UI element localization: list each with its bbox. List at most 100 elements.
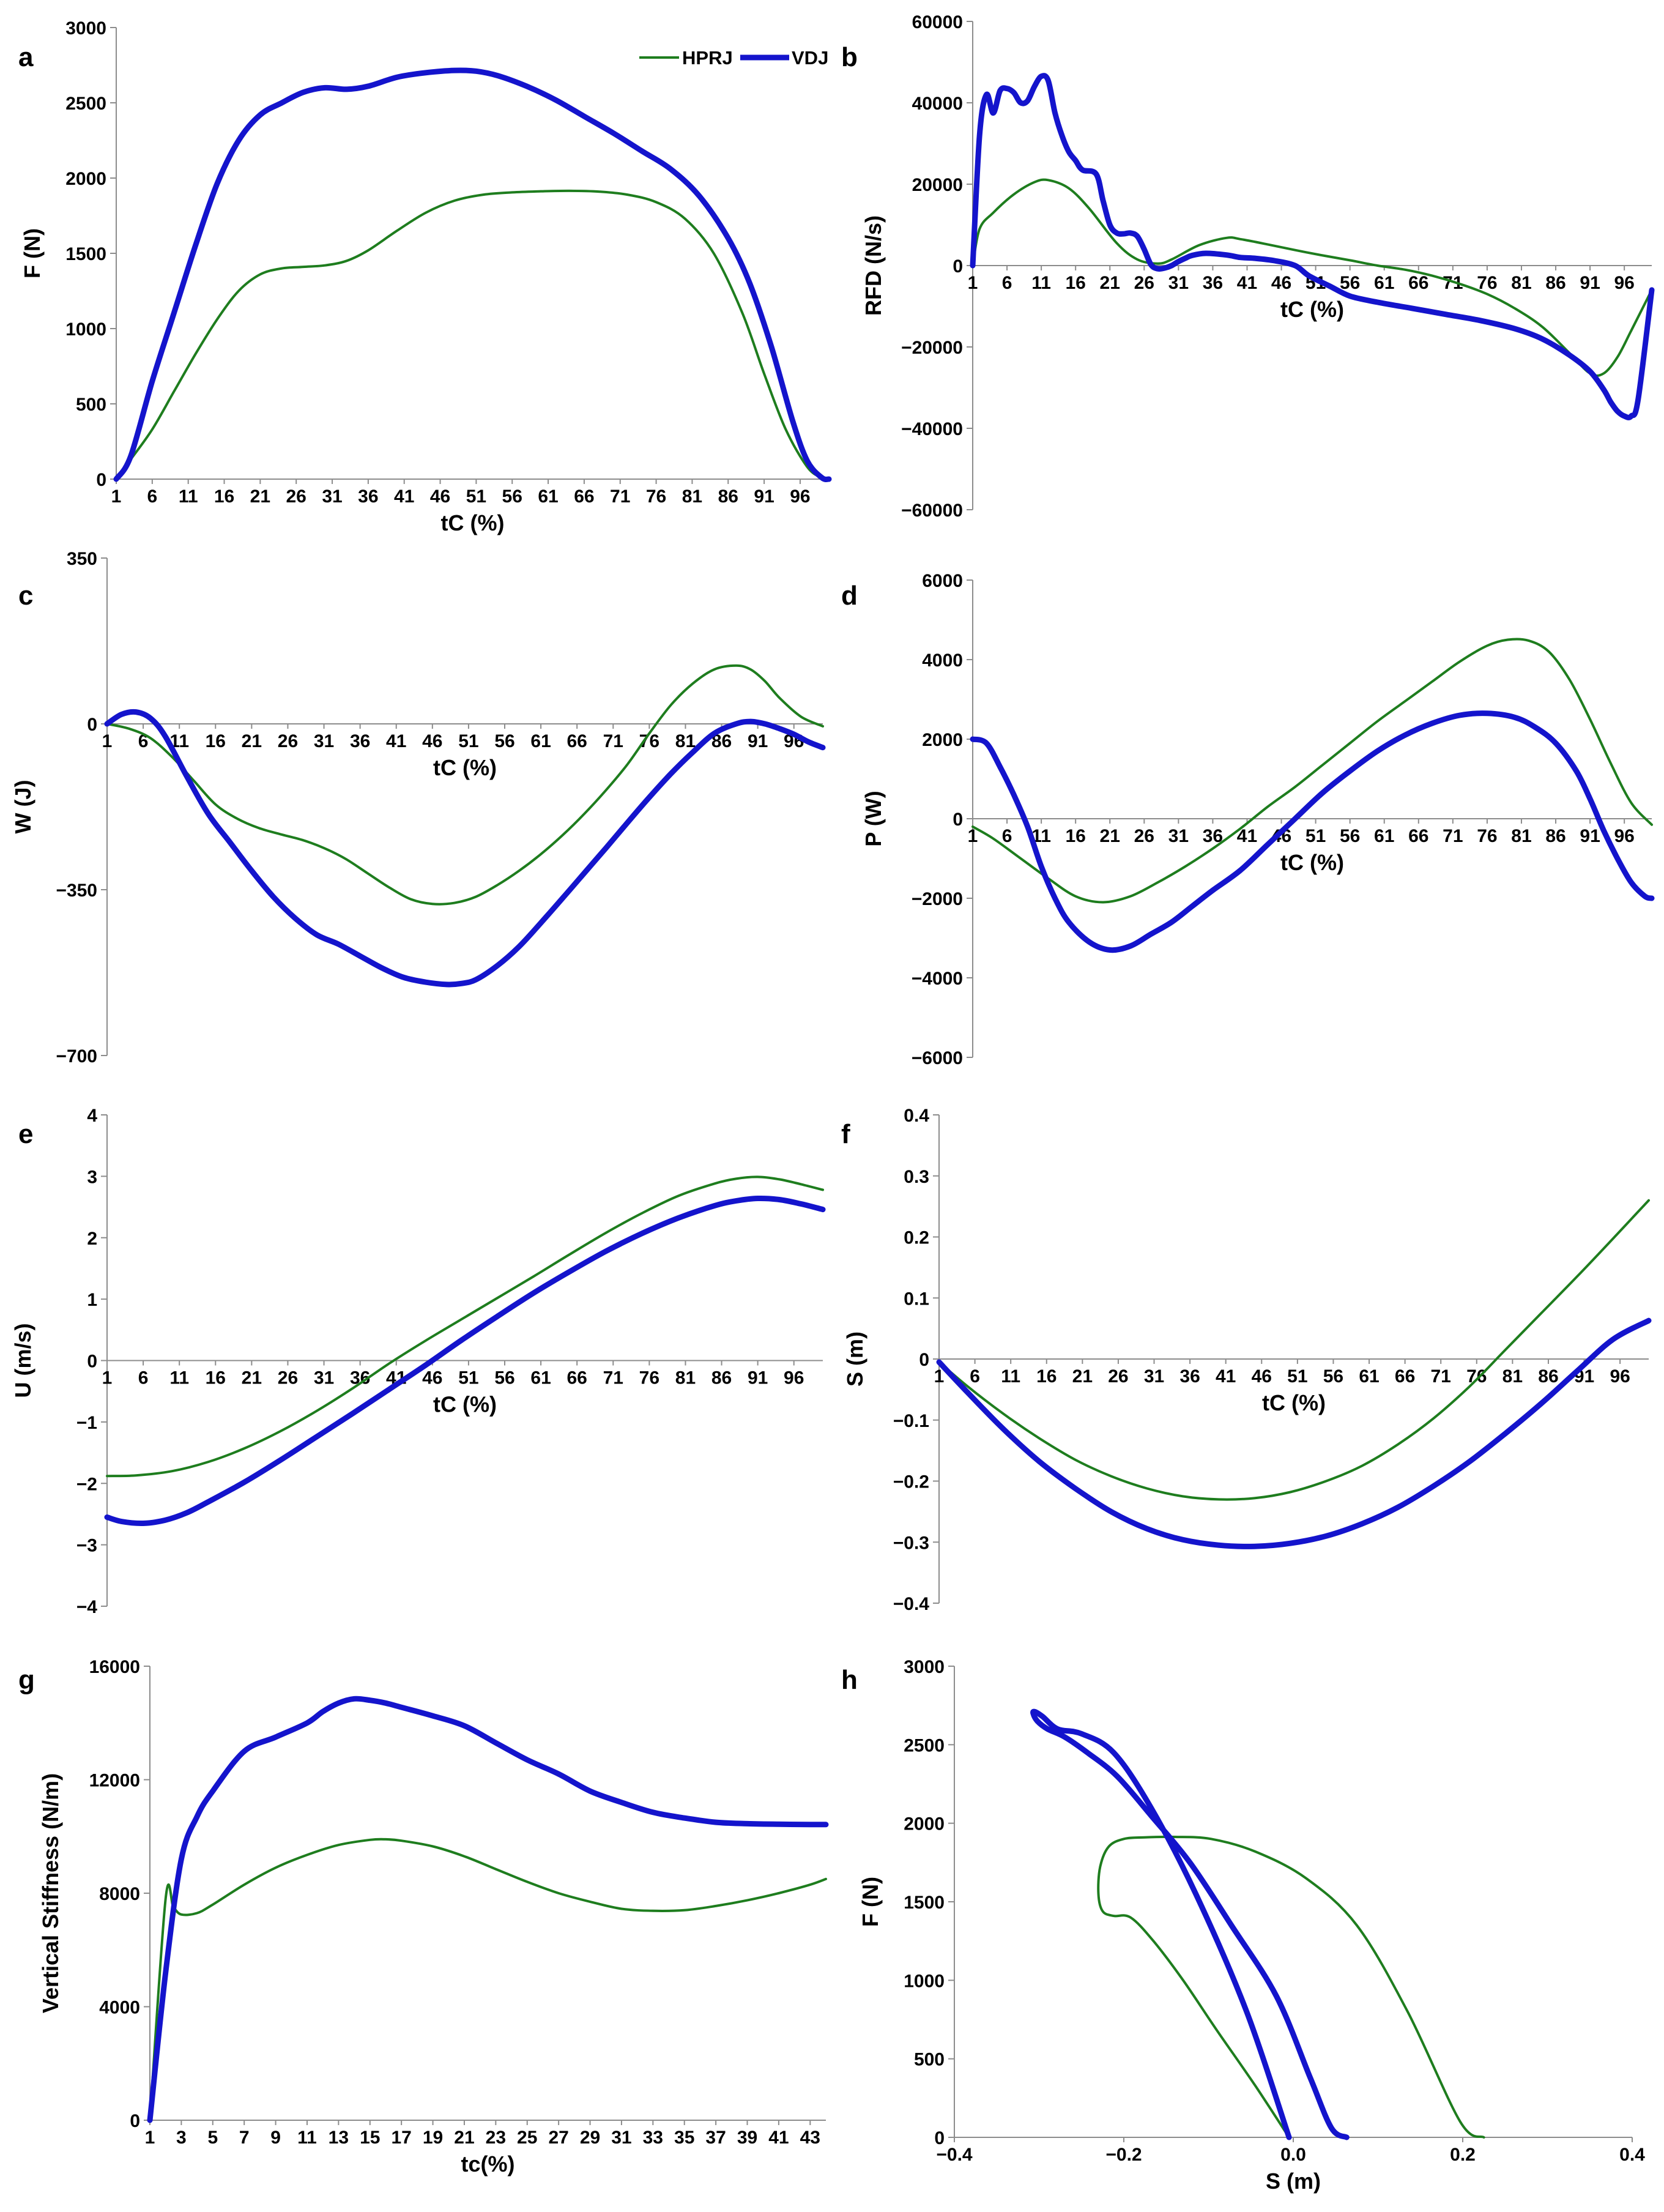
x-tick-label: 56 xyxy=(1323,1366,1343,1387)
x-tick-label: 26 xyxy=(1134,826,1154,846)
y-tick-label: 4000 xyxy=(922,650,963,671)
y-tick-label: 8000 xyxy=(99,1884,140,1904)
x-tick-label: 15 xyxy=(360,2128,380,2148)
x-axis-title: tC (%) xyxy=(441,510,505,535)
x-tick-label: 35 xyxy=(674,2128,694,2148)
x-tick-label: 71 xyxy=(1431,1366,1451,1387)
x-tick-label: 81 xyxy=(682,486,702,507)
x-tick-label: 86 xyxy=(1538,1366,1558,1387)
x-tick-label: 56 xyxy=(494,1368,514,1388)
x-tick-label: 46 xyxy=(430,486,450,507)
y-tick-label: 2500 xyxy=(904,1735,945,1756)
x-tick-label: 1 xyxy=(934,1366,945,1387)
series-line-hprj xyxy=(938,1199,1650,1501)
x-axis-title: tc(%) xyxy=(461,2151,515,2177)
x-tick-label: 66 xyxy=(1408,273,1428,293)
y-tick-label: 0 xyxy=(953,810,963,830)
x-tick-label: 61 xyxy=(1374,273,1394,293)
x-tick-label: 81 xyxy=(675,731,696,751)
x-tick-label: 21 xyxy=(250,486,270,507)
x-tick-label: 51 xyxy=(1306,826,1326,846)
x-tick-label: 26 xyxy=(1108,1366,1128,1387)
x-tick-label: 11 xyxy=(297,2128,317,2148)
x-tick-label: 76 xyxy=(1477,826,1497,846)
y-tick-label: −0.4 xyxy=(893,1594,930,1614)
x-tick-label: 7 xyxy=(239,2128,250,2148)
x-tick-label: 21 xyxy=(1072,1366,1093,1387)
series-line-hprj xyxy=(149,1838,827,2121)
y-axis-title: P (W) xyxy=(861,791,886,846)
series-line-vdj xyxy=(104,709,826,988)
y-tick-label: −3 xyxy=(76,1536,97,1556)
x-tick-label: 0.2 xyxy=(1450,2145,1476,2165)
legend-label-hprj: HPRJ xyxy=(682,47,733,69)
x-tick-label: 19 xyxy=(423,2128,443,2148)
series-line-vdj xyxy=(113,67,832,482)
x-tick-label: 39 xyxy=(737,2128,757,2148)
x-tick-label: 56 xyxy=(502,486,522,507)
y-tick-label: −0.1 xyxy=(893,1411,929,1431)
y-tick-label: −0.2 xyxy=(893,1472,929,1492)
y-tick-label: 1 xyxy=(87,1290,97,1310)
y-tick-label: 500 xyxy=(914,2050,945,2070)
x-tick-label: 6 xyxy=(147,486,157,507)
y-tick-label: 0 xyxy=(96,470,106,490)
x-tick-label: 96 xyxy=(1614,273,1634,293)
series-line-vdj xyxy=(147,1696,829,2123)
x-tick-label: 6 xyxy=(1002,826,1012,846)
x-tick-label: 16 xyxy=(214,486,234,507)
y-axis-title: U (m/s) xyxy=(10,1323,35,1398)
legend: HPRJ VDJ xyxy=(639,47,828,69)
x-tick-label: 11 xyxy=(1031,273,1051,293)
series-line-hprj xyxy=(106,664,824,906)
y-tick-label: 0 xyxy=(953,256,963,277)
x-tick-label: 31 xyxy=(611,2128,631,2148)
x-tick-label: 91 xyxy=(1580,273,1600,293)
y-tick-label: 0 xyxy=(934,2128,945,2148)
x-tick-label: 31 xyxy=(1168,826,1189,846)
y-tick-label: 1500 xyxy=(904,1893,945,1913)
x-tick-label: 16 xyxy=(206,1368,226,1388)
x-tick-label: 96 xyxy=(1614,826,1634,846)
x-tick-label: 81 xyxy=(1511,826,1531,846)
x-tick-label: 26 xyxy=(286,486,306,507)
x-tick-label: 41 xyxy=(386,731,406,751)
x-tick-label: 0.4 xyxy=(1619,2145,1645,2165)
x-tick-label: 71 xyxy=(603,1368,623,1388)
panel-letter: h xyxy=(841,1665,858,1695)
x-tick-label: 86 xyxy=(1545,826,1566,846)
x-axis-title: tC (%) xyxy=(1280,850,1344,875)
x-tick-label: 1 xyxy=(968,826,978,846)
x-tick-label: 1 xyxy=(102,731,113,751)
x-tick-label: 1 xyxy=(102,1368,113,1388)
x-tick-label: 66 xyxy=(1395,1366,1415,1387)
x-tick-label: 86 xyxy=(1545,273,1566,293)
x-tick-label: 1 xyxy=(111,486,122,507)
y-tick-label: 0.2 xyxy=(904,1228,929,1248)
x-tick-label: 26 xyxy=(278,731,298,751)
y-tick-label: −1 xyxy=(76,1413,97,1433)
y-tick-label: 4 xyxy=(87,1106,97,1126)
x-tick-label: 81 xyxy=(675,1368,696,1388)
x-tick-label: 1 xyxy=(145,2128,155,2148)
series-line-hprj xyxy=(971,638,1653,904)
y-tick-label: 3 xyxy=(87,1167,97,1187)
x-tick-label: 56 xyxy=(1340,273,1360,293)
x-tick-label: 71 xyxy=(1443,826,1463,846)
x-axis-title: tC (%) xyxy=(1280,297,1344,322)
y-tick-label: 12000 xyxy=(89,1771,140,1791)
series-line-vdj xyxy=(970,710,1655,953)
x-tick-label: 36 xyxy=(1179,1366,1200,1387)
panel-letter: f xyxy=(841,1119,850,1149)
x-tick-label: 17 xyxy=(391,2128,411,2148)
x-tick-label: 31 xyxy=(1168,273,1189,293)
x-tick-label: 21 xyxy=(454,2128,474,2148)
x-axis-title: S (m) xyxy=(1266,2169,1321,2194)
panel-letter: e xyxy=(18,1119,33,1149)
x-tick-label: 41 xyxy=(1237,273,1257,293)
x-tick-label: 43 xyxy=(800,2128,820,2148)
panel-letter: d xyxy=(841,581,858,611)
